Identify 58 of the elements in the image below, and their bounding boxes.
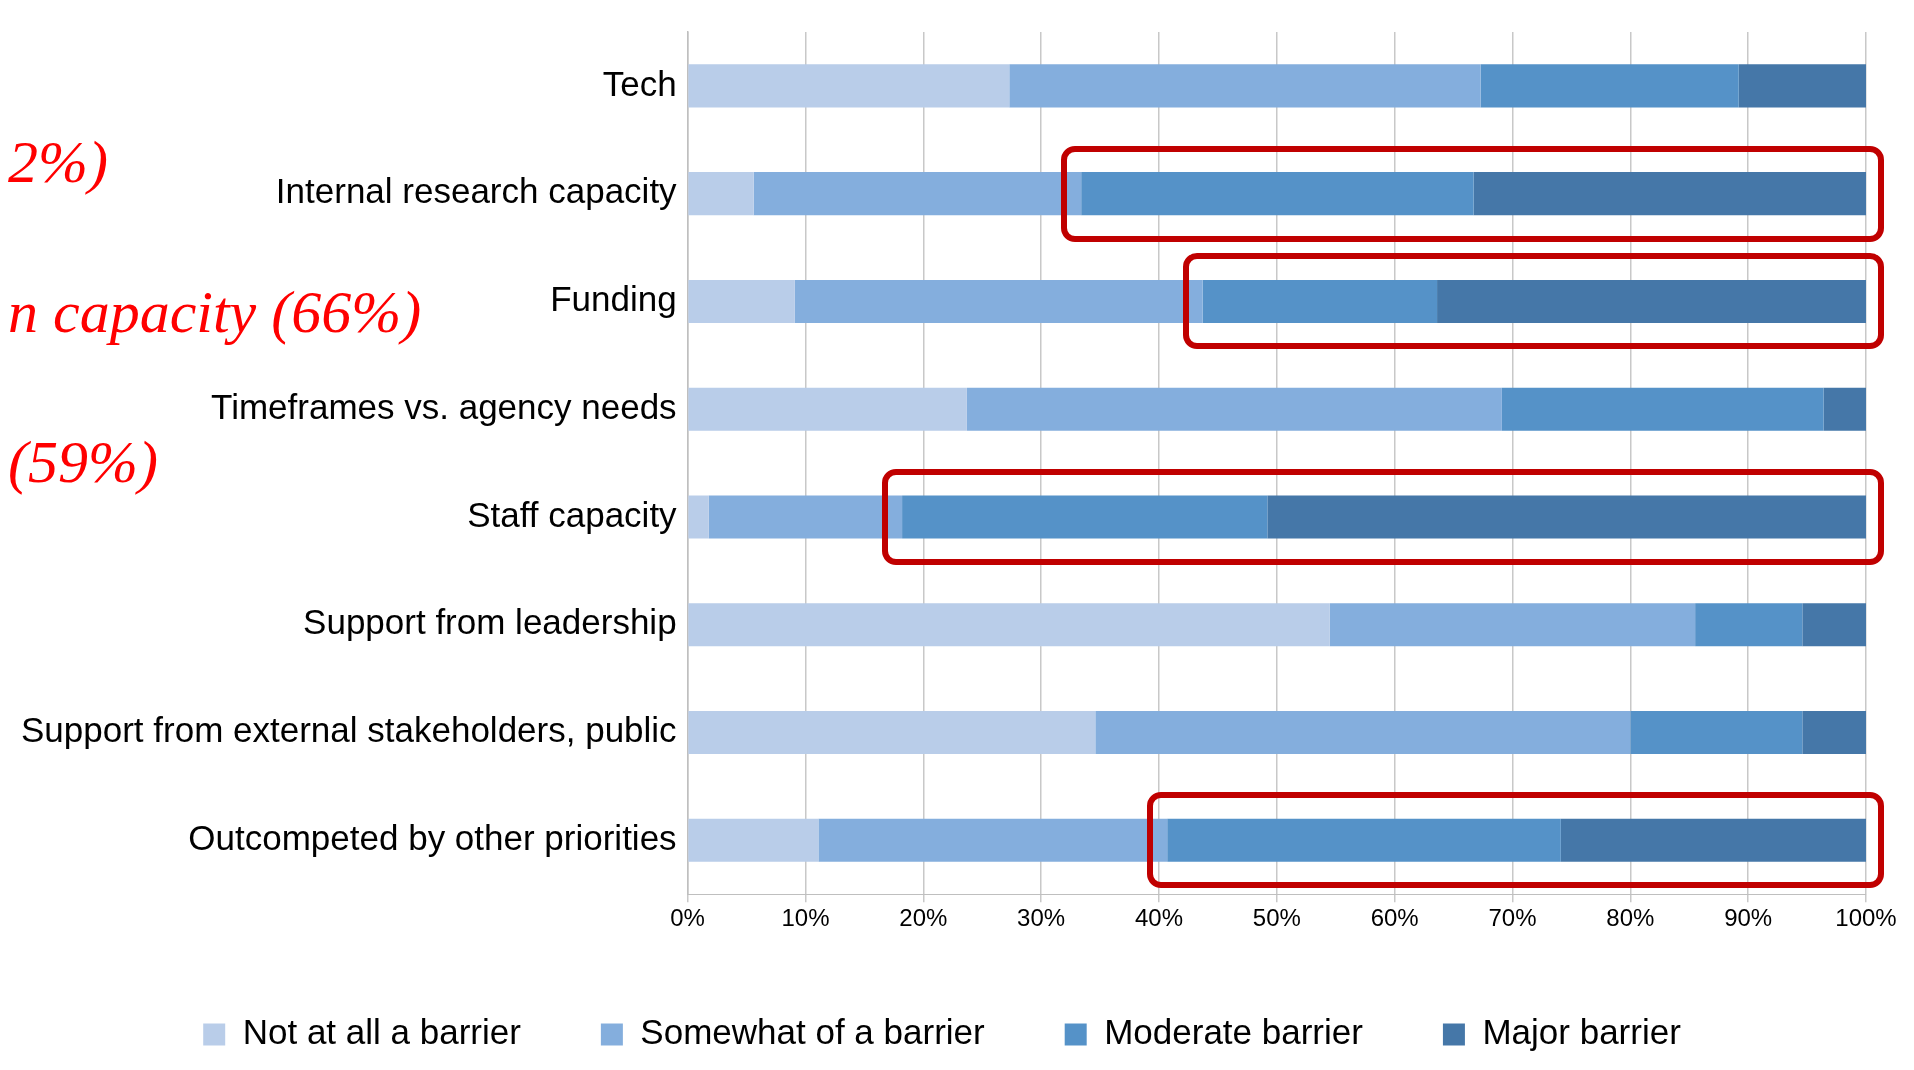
bar: [1095, 710, 1631, 755]
x-tick-label: 100%: [1835, 904, 1897, 932]
x-tick-label: 80%: [1606, 904, 1655, 932]
text: 2%): [8, 128, 108, 197]
bar: [753, 172, 1082, 216]
bar: [902, 495, 1268, 539]
bar: [688, 495, 709, 539]
y-tick-label: Support from leadership: [303, 602, 677, 642]
legend-label: Somewhat of a barrier: [640, 1012, 986, 1052]
legend-label: Not at all a barrier: [242, 1012, 522, 1052]
text: (59%): [8, 428, 158, 497]
bar: [688, 710, 1096, 755]
bar: [708, 495, 903, 539]
x-tick-label: 20%: [899, 904, 948, 932]
text: n capacity (66%): [8, 278, 422, 347]
bar: [1473, 172, 1866, 216]
y-tick-label: Internal research capacity: [275, 171, 678, 211]
x-tick-label: 70%: [1488, 904, 1537, 932]
bar: [1630, 710, 1803, 755]
y-tick-label: Tech: [602, 63, 677, 103]
bar: [688, 64, 1010, 108]
bar: [794, 279, 1203, 323]
bar: [1267, 495, 1866, 539]
y-tick-label: Funding: [550, 279, 677, 319]
y-tick-label: Staff capacity: [467, 494, 678, 534]
bar: [1695, 603, 1803, 647]
x-tick-label: 50%: [1252, 904, 1301, 932]
bar: [1802, 710, 1866, 755]
bar: [1738, 64, 1866, 108]
bar: [688, 603, 1330, 647]
bar: [1329, 603, 1696, 647]
bar: [1202, 279, 1438, 323]
bar: [1501, 387, 1824, 431]
bar: [688, 387, 967, 431]
x-tick-label: 90%: [1724, 904, 1773, 932]
x-tick-label: 0%: [670, 904, 705, 932]
bar: [1167, 818, 1561, 862]
bar: [1437, 279, 1866, 323]
y-tick-label: Timeframes vs. agency needs: [211, 386, 677, 426]
bar: [688, 818, 819, 862]
x-tick-label: 40%: [1134, 904, 1183, 932]
bar: [688, 279, 795, 323]
bar: [1802, 603, 1866, 647]
bar: [966, 387, 1502, 431]
bar: [818, 818, 1168, 862]
bar: [1480, 64, 1739, 108]
x-tick-label: 30%: [1017, 904, 1066, 932]
x-tick-label: 60%: [1370, 904, 1419, 932]
y-tick-label: Support from external stakeholders, public: [20, 710, 677, 750]
bar: [1823, 387, 1866, 431]
bar: [1560, 818, 1866, 862]
bar: [688, 172, 754, 216]
bar: [1009, 64, 1481, 108]
legend-label: Moderate barrier: [1104, 1012, 1364, 1052]
x-tick-label: 10%: [781, 904, 830, 932]
bar: [1081, 172, 1474, 216]
y-tick-label: Outcompeted by other priorities: [188, 817, 677, 857]
legend-label: Major barrier: [1482, 1012, 1682, 1052]
